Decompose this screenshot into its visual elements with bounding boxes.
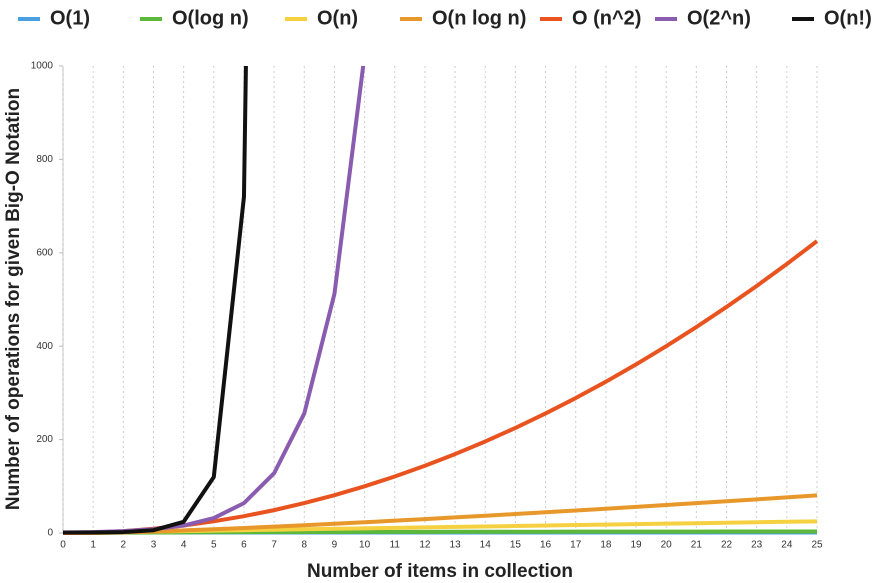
x-tick-label: 8 <box>301 540 307 551</box>
plot-area <box>63 66 818 535</box>
x-tick-label: 4 <box>181 540 187 551</box>
x-tick-label: 13 <box>450 540 462 551</box>
y-tick-label: 200 <box>36 434 53 445</box>
x-tick-label: 3 <box>151 540 157 551</box>
x-tick-label: 6 <box>241 540 247 551</box>
y-axis-title: Number of operations for given Big-O Not… <box>3 88 24 510</box>
x-tick-label: 5 <box>211 540 217 551</box>
x-tick-label: 18 <box>600 540 612 551</box>
x-tick-label: 14 <box>480 540 492 551</box>
x-tick-label: 2 <box>121 540 127 551</box>
x-tick-label: 20 <box>661 540 673 551</box>
y-tick-label: 400 <box>36 341 53 352</box>
x-tick-label: 0 <box>60 540 66 551</box>
y-tick-label: 0 <box>47 528 53 539</box>
legend-label: O(2^n) <box>687 7 751 29</box>
y-tick-label: 800 <box>36 154 53 165</box>
series-line <box>63 239 818 535</box>
x-tick-label: 23 <box>751 540 763 551</box>
series-line <box>63 66 248 535</box>
legend-label: O(n log n) <box>432 7 526 29</box>
x-tick-label: 19 <box>630 540 642 551</box>
x-tick-label: 25 <box>811 540 823 551</box>
x-tick-label: 16 <box>540 540 552 551</box>
y-tick-label: 1000 <box>31 61 54 72</box>
x-tick-label: 17 <box>570 540 582 551</box>
legend-label: O(n) <box>317 7 358 29</box>
x-tick-label: 24 <box>781 540 793 551</box>
x-tick-label: 7 <box>271 540 277 551</box>
y-tick-label: 600 <box>36 247 53 258</box>
legend-label: O(n!) <box>824 7 872 29</box>
x-tick-label: 1 <box>90 540 96 551</box>
x-tick-label: 11 <box>390 540 401 551</box>
legend-label: O(1) <box>50 7 90 29</box>
x-tick-label: 15 <box>510 540 522 551</box>
x-tick-label: 10 <box>359 540 371 551</box>
series-line <box>63 493 818 535</box>
x-axis-title: Number of items in collection <box>307 561 573 582</box>
x-tick-label: 9 <box>332 540 338 551</box>
legend-label: O(log n) <box>172 7 249 29</box>
x-tick-label: 22 <box>721 540 733 551</box>
legend-label: O (n^2) <box>572 7 641 29</box>
x-tick-label: 12 <box>419 540 431 551</box>
x-tick-label: 21 <box>691 540 703 551</box>
